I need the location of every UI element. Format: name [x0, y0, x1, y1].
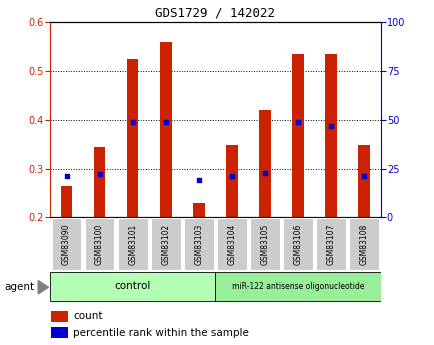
- Bar: [226, 145, 237, 217]
- FancyBboxPatch shape: [283, 218, 312, 270]
- Text: GSM83100: GSM83100: [95, 224, 104, 265]
- Bar: [292, 54, 303, 217]
- Text: GSM83106: GSM83106: [293, 224, 302, 265]
- Point: [294, 119, 301, 125]
- Bar: [259, 110, 270, 217]
- Text: count: count: [73, 311, 102, 321]
- Point: [96, 172, 103, 177]
- Text: GSM83102: GSM83102: [161, 224, 170, 265]
- Bar: [51, 310, 67, 322]
- Text: GSM83104: GSM83104: [227, 224, 236, 265]
- Point: [129, 119, 136, 125]
- Point: [162, 119, 169, 125]
- Polygon shape: [38, 280, 49, 294]
- Text: percentile rank within the sample: percentile rank within the sample: [73, 328, 248, 337]
- Bar: [193, 203, 204, 217]
- Text: miR-122 antisense oligonucleotide: miR-122 antisense oligonucleotide: [231, 282, 363, 291]
- Bar: [325, 54, 336, 217]
- Text: agent: agent: [4, 282, 34, 292]
- Text: control: control: [114, 282, 151, 291]
- Bar: [51, 327, 67, 338]
- Text: GSM83101: GSM83101: [128, 224, 137, 265]
- Text: GSM83108: GSM83108: [359, 224, 368, 265]
- Bar: [127, 59, 138, 217]
- Point: [327, 123, 334, 128]
- FancyBboxPatch shape: [85, 218, 114, 270]
- Point: [261, 170, 268, 175]
- FancyBboxPatch shape: [151, 218, 180, 270]
- FancyBboxPatch shape: [217, 218, 246, 270]
- FancyBboxPatch shape: [184, 218, 213, 270]
- FancyBboxPatch shape: [50, 272, 215, 301]
- Bar: [358, 145, 369, 217]
- Point: [63, 174, 70, 179]
- FancyBboxPatch shape: [118, 218, 147, 270]
- Text: GSM83105: GSM83105: [260, 224, 269, 265]
- Point: [195, 178, 202, 183]
- Bar: [61, 186, 72, 217]
- Point: [360, 174, 367, 179]
- FancyBboxPatch shape: [215, 272, 380, 301]
- Point: [228, 174, 235, 179]
- Text: GSM83103: GSM83103: [194, 224, 203, 265]
- Text: GSM83090: GSM83090: [62, 223, 71, 265]
- FancyBboxPatch shape: [52, 218, 81, 270]
- Bar: [94, 147, 105, 217]
- FancyBboxPatch shape: [316, 218, 345, 270]
- Bar: [160, 42, 171, 217]
- FancyBboxPatch shape: [349, 218, 378, 270]
- Text: GSM83107: GSM83107: [326, 224, 335, 265]
- Title: GDS1729 / 142022: GDS1729 / 142022: [155, 7, 275, 20]
- FancyBboxPatch shape: [250, 218, 279, 270]
